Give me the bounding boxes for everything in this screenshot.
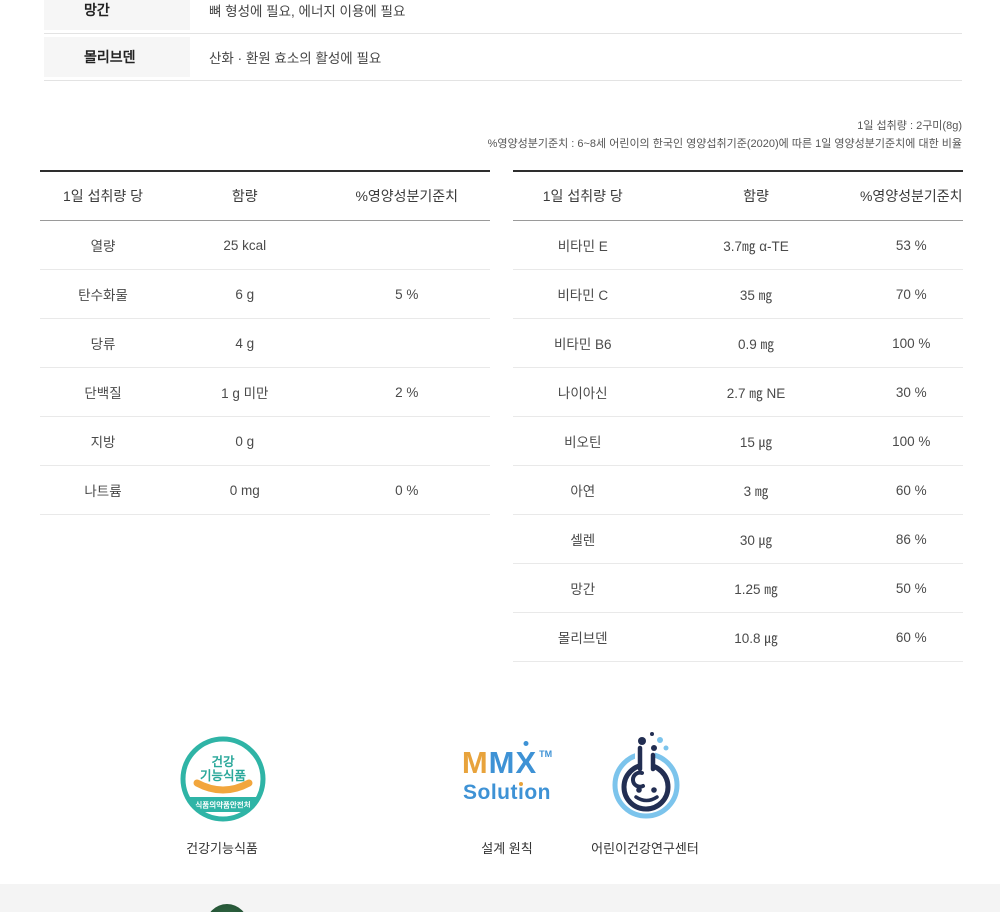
nutrient-label: 탄수화물 bbox=[78, 288, 128, 303]
nutrient-amount: 10.8 ㎍ bbox=[734, 631, 778, 646]
table-row: 지방 0 g bbox=[40, 417, 490, 466]
header-daily-value: %영양성분기준치 bbox=[355, 188, 459, 204]
nutrient-amount: 25 kcal bbox=[223, 237, 267, 253]
nutrient-percent: 100 % bbox=[892, 433, 931, 449]
nutrient-amount: 3.7㎎ α-TE bbox=[723, 239, 789, 254]
seal-band-text: 식품의약품안전처 bbox=[195, 800, 250, 810]
nutrient-label: 나트륨 bbox=[84, 484, 122, 499]
health-functional-food-seal-icon: 건강 기능식품 식품의약품안전처 bbox=[180, 736, 266, 822]
footer-bar bbox=[0, 884, 1000, 912]
table-row: 셀렌 30 ㎍ 86 % bbox=[513, 515, 963, 564]
table-row: 비타민 B6 0.9 ㎎ 100 % bbox=[513, 319, 963, 368]
nutrient-percent: 50 % bbox=[895, 580, 927, 596]
nutrient-label: 나이아신 bbox=[557, 386, 608, 401]
mineral-description: 뼈 형성에 필요, 에너지 이용에 필요 bbox=[209, 4, 406, 19]
nutrient-percent: 2 % bbox=[395, 384, 419, 400]
table-row: 망간 1.25 ㎎ 50 % bbox=[513, 564, 963, 613]
nutrient-percent: 70 % bbox=[895, 286, 927, 302]
mineral-description-table: 망간 뼈 형성에 필요, 에너지 이용에 필요 몰리브덴 산화 · 환원 효소의… bbox=[44, 0, 962, 81]
nutrient-percent: 86 % bbox=[895, 531, 927, 547]
nutrient-percent: 60 % bbox=[895, 629, 927, 645]
nutrient-amount: 3 ㎎ bbox=[743, 484, 769, 499]
nutrient-amount: 1 g 미만 bbox=[221, 386, 269, 401]
nutrient-percent: 5 % bbox=[395, 286, 419, 302]
partial-green-seal-icon bbox=[206, 904, 248, 912]
nutrient-label: 망간 bbox=[570, 582, 596, 597]
table-row: 나트륨 0 mg 0 % bbox=[40, 466, 490, 515]
mineral-name: 망간 bbox=[44, 0, 190, 30]
serving-notes: 1일 섭취량 : 2구미(8g) %영양성분기준치 : 6~8세 어린이의 한국… bbox=[488, 118, 962, 153]
table-row: 아연 3 ㎎ 60 % bbox=[513, 466, 963, 515]
nutrient-label: 셀렌 bbox=[570, 533, 596, 548]
nutrient-amount: 4 g bbox=[235, 335, 255, 351]
trademark-symbol: TM bbox=[539, 749, 553, 759]
nutrient-label: 몰리브덴 bbox=[557, 631, 608, 646]
nutrient-label: 비오틴 bbox=[564, 435, 602, 450]
nutrition-table-macros: 1일 섭취량 당 함량 %영양성분기준치 열량 25 kcal 탄수화물 6 g… bbox=[40, 170, 490, 515]
nutrient-label: 비타민 C bbox=[557, 288, 609, 303]
nutrient-percent: 60 % bbox=[895, 482, 927, 498]
header-per-serving: 1일 섭취량 당 bbox=[542, 188, 623, 204]
nutrient-amount: 0.9 ㎎ bbox=[737, 337, 775, 352]
nutrient-amount: 2.7 ㎎ NE bbox=[726, 386, 786, 401]
mineral-description: 산화 · 환원 효소의 활성에 필요 bbox=[209, 51, 382, 66]
table-row: 나이아신 2.7 ㎎ NE 30 % bbox=[513, 368, 963, 417]
table-row: 열량 25 kcal bbox=[40, 221, 490, 270]
nutrient-label: 열량 bbox=[90, 239, 116, 254]
nutrient-amount: 0 g bbox=[235, 433, 255, 449]
header-daily-value: %영양성분기준치 bbox=[859, 188, 963, 204]
nutrient-percent: 53 % bbox=[895, 237, 927, 253]
serving-note-line2: %영양성분기준치 : 6~8세 어린이의 한국인 영양섭취기준(2020)에 따… bbox=[487, 137, 962, 150]
mineral-name: 몰리브덴 bbox=[44, 37, 190, 77]
table-header-row: 1일 섭취량 당 함량 %영양성분기준치 bbox=[40, 172, 490, 221]
mmx-solution-text: Solutıon bbox=[463, 781, 551, 804]
nutrient-label: 단백질 bbox=[84, 386, 122, 401]
table-row: 비오틴 15 ㎍ 100 % bbox=[513, 417, 963, 466]
nutrient-amount: 15 ㎍ bbox=[739, 435, 773, 450]
nutrient-amount: 30 ㎍ bbox=[739, 533, 773, 548]
nutrient-amount: 0 mg bbox=[229, 482, 260, 498]
nutrient-label: 아연 bbox=[570, 484, 596, 499]
table-row: 단백질 1 g 미만 2 % bbox=[40, 368, 490, 417]
nutrient-label: 당류 bbox=[90, 337, 116, 352]
badge-caption-mmx: 설계 원칙 bbox=[481, 841, 533, 856]
table-row: 비타민 E 3.7㎎ α-TE 53 % bbox=[513, 221, 963, 270]
nutrient-percent: 30 % bbox=[895, 384, 927, 400]
nutrient-label: 지방 bbox=[90, 435, 116, 450]
header-per-serving: 1일 섭취량 당 bbox=[63, 188, 143, 204]
nutrient-label: 비타민 B6 bbox=[553, 337, 612, 352]
seal-text-line2: 기능식품 bbox=[200, 768, 247, 783]
serving-note-line1: 1일 섭취량 : 2구미(8g) bbox=[857, 120, 962, 132]
badge-caption-hff: 건강기능식품 bbox=[186, 841, 258, 856]
header-amount: 함량 bbox=[231, 188, 258, 204]
seal-text-line1: 건강 bbox=[211, 754, 235, 769]
table-row: 당류 4 g bbox=[40, 319, 490, 368]
nutrition-table-vitamins-minerals: 1일 섭취량 당 함량 %영양성분기준치 비타민 E 3.7㎎ α-TE 53 … bbox=[513, 170, 963, 662]
nutrient-percent: 100 % bbox=[892, 335, 931, 351]
nutrient-label: 비타민 E bbox=[557, 239, 608, 254]
badge-caption-lab: 어린이건강연구센터 bbox=[591, 841, 699, 856]
mmx-solution-logo: MMX TM Solutıon bbox=[442, 747, 572, 803]
nutrient-percent: 0 % bbox=[395, 482, 419, 498]
mmx-wordmark: MMX TM bbox=[461, 745, 553, 780]
table-row: 탄수화물 6 g 5 % bbox=[40, 270, 490, 319]
table-row: 몰리브덴 10.8 ㎍ 60 % bbox=[513, 613, 963, 662]
children-health-research-center-flask-icon bbox=[612, 732, 680, 819]
mineral-row: 몰리브덴 산화 · 환원 효소의 활성에 필요 bbox=[44, 34, 962, 81]
table-header-row: 1일 섭취량 당 함량 %영양성분기준치 bbox=[513, 172, 963, 221]
nutrient-amount: 1.25 ㎎ bbox=[734, 582, 778, 597]
nutrient-amount: 6 g bbox=[235, 286, 255, 302]
mineral-row: 망간 뼈 형성에 필요, 에너지 이용에 필요 bbox=[44, 0, 962, 34]
nutrient-amount: 35 ㎎ bbox=[739, 288, 773, 303]
header-amount: 함량 bbox=[743, 188, 769, 204]
table-row: 비타민 C 35 ㎎ 70 % bbox=[513, 270, 963, 319]
